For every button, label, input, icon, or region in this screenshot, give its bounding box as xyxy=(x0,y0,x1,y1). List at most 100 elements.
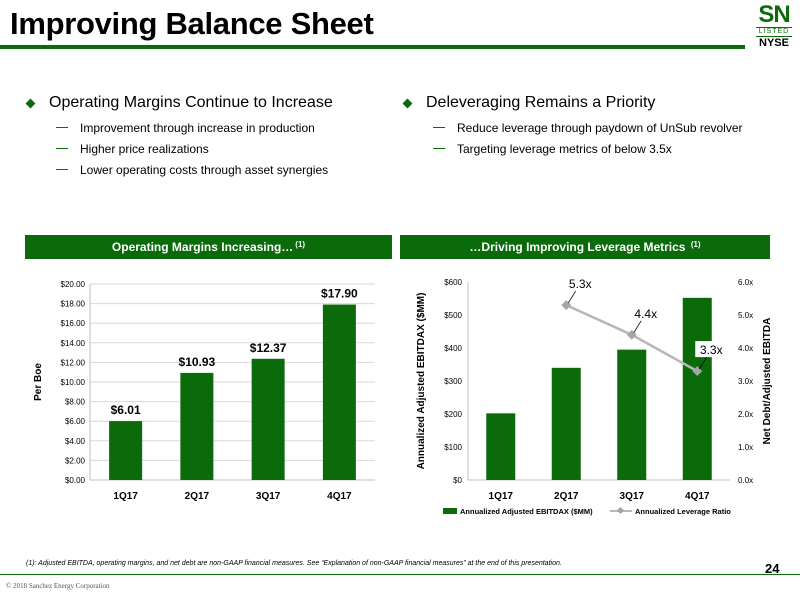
data-label: 4.4x xyxy=(634,307,657,321)
dash-bullet-icon xyxy=(56,126,68,129)
x-tick-label: 4Q17 xyxy=(685,491,710,502)
legend-line-marker xyxy=(616,506,625,515)
bar xyxy=(551,367,581,480)
x-tick-label: 2Q17 xyxy=(185,491,210,502)
x-tick-label: 1Q17 xyxy=(113,491,138,502)
operating-margins-chart: $0.00 $2.00 $4.00 $6.00 $8.00 $10.00 $12.00 $14… xyxy=(33,280,375,502)
data-label-background xyxy=(564,275,597,292)
left-bullets: Operating Margins Continue to Increase I… xyxy=(25,93,333,180)
y-tick-label: $300 xyxy=(444,377,462,386)
y-tick-label: $8.00 xyxy=(65,398,86,407)
y2-tick-label: 3.0x xyxy=(738,377,753,386)
data-label-background xyxy=(629,304,662,321)
main-bullet-text: Operating Margins Continue to Increase xyxy=(49,94,333,111)
data-label-leader xyxy=(633,319,643,334)
dash-bullet-icon xyxy=(56,168,68,171)
banner-text: …Driving Improving Leverage Metrics xyxy=(469,240,686,254)
chart-banner-margins: Operating Margins Increasing… (1) xyxy=(25,235,392,259)
y-tick-label: $0.00 xyxy=(65,476,86,485)
data-label: $6.01 xyxy=(111,403,141,417)
y-tick-label: $20.00 xyxy=(61,280,86,289)
x-tick-label: 2Q17 xyxy=(554,491,579,502)
data-label: $17.90 xyxy=(321,287,358,301)
y-axis-label: Annualized Adjusted EBITDAX ($MM) xyxy=(416,293,427,470)
data-label-leader xyxy=(567,289,577,304)
legend-bar-label: Annualized Adjusted EBITDAX ($MM) xyxy=(460,507,593,516)
sub-bullet: Reduce leverage through paydown of UnSub… xyxy=(433,117,743,138)
main-bullet-text: Deleveraging Remains a Priority xyxy=(426,94,656,111)
sub-bullet-text: Lower operating costs through asset syne… xyxy=(80,162,329,177)
data-label-background xyxy=(695,341,728,358)
dash-bullet-icon xyxy=(433,126,445,129)
y2-tick-label: 2.0x xyxy=(738,410,753,419)
diamond-bullet-icon xyxy=(25,98,36,108)
legend-line-label: Annualized Leverage Ratio xyxy=(635,507,731,516)
bar xyxy=(617,349,647,480)
banner-text: Operating Margins Increasing… xyxy=(111,240,294,254)
data-label: $10.93 xyxy=(179,355,216,369)
main-bullet-deleveraging: Deleveraging Remains a Priority xyxy=(402,93,743,113)
sub-bullet-text: Targeting leverage metrics of below 3.5x xyxy=(457,141,672,156)
bar xyxy=(682,297,712,480)
logo-exchange: NYSE xyxy=(759,37,789,49)
diamond-bullet-icon xyxy=(402,98,413,108)
leverage-point xyxy=(626,329,637,340)
bar xyxy=(486,413,516,480)
data-label-leader xyxy=(698,355,708,370)
y-tick-label: $6.00 xyxy=(65,417,86,426)
right-bullets: Deleveraging Remains a Priority Reduce l… xyxy=(402,93,743,159)
y-tick-label: $400 xyxy=(444,344,462,353)
x-tick-label: 1Q17 xyxy=(489,491,514,502)
leverage-point xyxy=(561,300,572,311)
sub-bullet: Targeting leverage metrics of below 3.5x xyxy=(433,138,743,159)
bar xyxy=(180,372,214,480)
page-title: Improving Balance Sheet xyxy=(10,6,374,41)
sub-bullet-text: Improvement through increase in producti… xyxy=(80,120,315,135)
y-tick-label: $500 xyxy=(444,311,462,320)
bar xyxy=(251,358,285,480)
y-axis-label: Per Boe xyxy=(33,363,44,401)
y-tick-label: $600 xyxy=(444,278,462,287)
y-tick-label: $2.00 xyxy=(65,456,86,465)
y-tick-label: $4.00 xyxy=(65,437,86,446)
data-label: 5.3x xyxy=(569,277,592,291)
y-tick-label: $10.00 xyxy=(61,378,86,387)
y-tick-label: $200 xyxy=(444,410,462,419)
y2-tick-label: 6.0x xyxy=(738,278,753,287)
company-logo: SN LISTED NYSE xyxy=(752,1,796,49)
y2-tick-label: 0.0x xyxy=(738,476,753,485)
sub-bullet: Improvement through increase in producti… xyxy=(56,117,333,138)
sub-bullet: Lower operating costs through asset syne… xyxy=(56,159,333,180)
leverage-metrics-chart: $0 $100 $200 $300 $400 $500 $600 0.0x 1.0x 2.0x 3.… xyxy=(416,275,773,516)
x-tick-label: 3Q17 xyxy=(256,491,281,502)
dash-bullet-icon xyxy=(56,147,68,150)
y-tick-label: $0 xyxy=(453,476,462,485)
y-tick-label: $100 xyxy=(444,443,462,452)
page-number: 24 xyxy=(765,561,780,576)
y-tick-label: $12.00 xyxy=(61,358,86,367)
data-label: $12.37 xyxy=(250,341,287,355)
sub-bullet-text: Reduce leverage through paydown of UnSub… xyxy=(457,120,743,135)
x-tick-label: 3Q17 xyxy=(620,491,645,502)
copyright-text: © 2018 Sanchez Energy Corporation xyxy=(6,582,110,590)
y2-tick-label: 1.0x xyxy=(738,443,753,452)
data-label: 3.3x xyxy=(700,343,723,357)
sub-bullet: Higher price realizations xyxy=(56,138,333,159)
dash-bullet-icon xyxy=(433,147,445,150)
footer-divider xyxy=(0,574,800,575)
logo-ticker: SN xyxy=(758,1,790,28)
y-tick-label: $16.00 xyxy=(61,319,86,328)
main-bullet-margins: Operating Margins Continue to Increase xyxy=(25,93,333,113)
chart-banner-leverage: …Driving Improving Leverage Metrics (1) xyxy=(400,235,770,259)
banner-footnote-ref: (1) xyxy=(690,239,701,249)
y2-tick-label: 5.0x xyxy=(738,311,753,320)
sub-bullet-text: Higher price realizations xyxy=(80,141,209,156)
title-divider xyxy=(0,45,745,49)
bar xyxy=(322,304,356,480)
bar xyxy=(109,421,143,480)
y-tick-label: $14.00 xyxy=(61,339,86,348)
y2-tick-label: 4.0x xyxy=(738,344,753,353)
y2-axis-label: Net Debt/Adjusted EBITDA xyxy=(762,318,773,445)
legend-bar-swatch xyxy=(443,508,457,514)
logo-listed: LISTED xyxy=(756,27,792,37)
